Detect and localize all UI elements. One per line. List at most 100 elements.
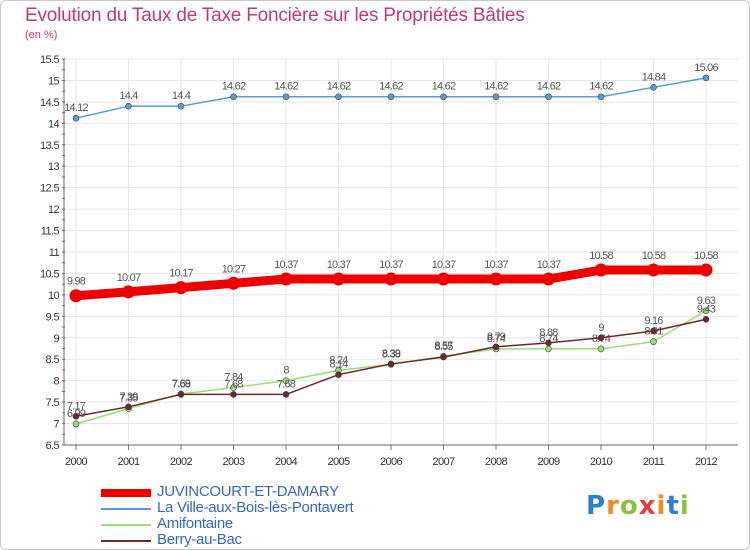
data-point	[72, 420, 80, 428]
y-tick-label: 15	[48, 75, 60, 87]
data-label: 14.62	[379, 81, 403, 93]
data-label: 10.27	[222, 263, 246, 275]
y-tick-label: 12	[48, 204, 60, 216]
y-tick-label: 7.5	[46, 397, 60, 409]
data-label: 10.37	[537, 259, 561, 271]
data-point	[174, 281, 188, 295]
data-point	[492, 343, 500, 351]
y-tick-label: 12.5	[40, 183, 59, 195]
data-point	[230, 93, 237, 101]
y-tick-label: 10	[48, 290, 60, 302]
data-label: 9.16	[644, 315, 663, 327]
data-point	[177, 102, 185, 110]
data-point	[440, 93, 447, 101]
data-point	[230, 384, 237, 391]
data-label: 15.06	[694, 62, 718, 74]
data-point	[702, 74, 710, 82]
data-point	[542, 272, 555, 286]
data-point	[282, 93, 290, 101]
logo-letter: P	[586, 491, 607, 521]
logo-letter: i	[679, 491, 690, 521]
data-label: 14.62	[537, 81, 561, 93]
data-label: 10.37	[379, 259, 403, 271]
data-label: 10.37	[274, 259, 298, 271]
x-tick-label: 2003	[222, 456, 245, 468]
data-label: 10.58	[694, 250, 718, 262]
data-label: 10.37	[327, 259, 351, 271]
y-tick-label: 9.5	[46, 311, 60, 323]
data-label: 10.07	[117, 272, 141, 284]
data-label: 9.63	[697, 295, 716, 307]
data-point	[545, 339, 552, 347]
chart-title: Evolution du Taux de Taxe Foncière sur l…	[25, 5, 525, 26]
data-point	[177, 391, 185, 398]
legend-label: JUVINCOURT-ET-DAMARY	[157, 483, 339, 500]
data-point	[279, 272, 293, 286]
data-point	[545, 93, 552, 101]
data-point	[72, 412, 80, 420]
x-tick-label: 2008	[485, 456, 508, 468]
data-label: 7.68	[172, 378, 191, 390]
data-point	[699, 263, 713, 277]
logo-letter: r	[606, 491, 620, 521]
legend-label: Berry-au-Bac	[157, 531, 242, 548]
x-tick-label: 2011	[643, 456, 665, 468]
data-point	[125, 403, 132, 411]
data-label: 10.37	[484, 259, 508, 271]
data-label: 10.17	[169, 268, 193, 280]
data-label: 9.98	[67, 276, 86, 288]
data-label: 14.84	[642, 71, 666, 83]
data-point	[492, 93, 500, 101]
data-label: 14.62	[327, 81, 351, 93]
data-point	[597, 334, 605, 342]
data-label: 10.58	[642, 250, 666, 262]
data-label: 9	[598, 322, 604, 334]
data-label: 7.17	[67, 400, 86, 412]
data-label: 7.68	[224, 378, 243, 390]
y-tick-label: 6.5	[46, 440, 60, 452]
data-label: 8.24	[329, 354, 348, 366]
data-point	[72, 114, 80, 122]
data-point	[387, 360, 395, 368]
x-tick-label: 2004	[275, 456, 298, 468]
data-label: 14.62	[484, 81, 508, 93]
y-tick-label: 15.5	[40, 54, 59, 66]
y-tick-label: 9	[53, 333, 59, 345]
data-label: 10.58	[589, 250, 613, 262]
proxiti-logo: Proxiti	[586, 491, 690, 521]
data-point	[597, 345, 605, 353]
data-label: 7.39	[119, 391, 138, 403]
data-label: 8.14	[329, 359, 348, 371]
y-tick-label: 13.5	[40, 140, 59, 152]
x-tick-label: 2005	[327, 456, 350, 468]
legend-swatch	[101, 524, 151, 526]
y-tick-label: 8	[53, 376, 59, 388]
data-point	[489, 272, 503, 286]
y-tick-label: 14.5	[40, 97, 59, 109]
y-tick-label: 10.5	[40, 268, 59, 280]
x-tick-label: 2006	[380, 456, 403, 468]
x-tick-label: 2009	[537, 456, 560, 468]
data-label: 14.62	[589, 81, 613, 93]
data-label: 8.88	[539, 327, 558, 339]
data-label: 7.68	[277, 378, 296, 390]
data-point	[650, 327, 657, 335]
y-tick-label: 14	[48, 118, 60, 130]
logo-letter: i	[656, 491, 667, 521]
data-point	[282, 377, 290, 384]
data-label: 8.74	[487, 333, 506, 345]
legend-label: La Ville-aux-Bois-lès-Pontavert	[157, 499, 354, 516]
x-tick-label: 2010	[590, 456, 613, 468]
y-unit-label: (en %)	[25, 29, 58, 41]
data-label: 14.12	[64, 102, 88, 114]
x-tick-label: 2001	[117, 456, 140, 468]
logo-letter: x	[638, 491, 657, 521]
data-point	[650, 84, 657, 91]
x-tick-label: 2007	[432, 456, 455, 468]
y-tick-label: 11	[49, 247, 60, 259]
data-point	[335, 371, 342, 378]
data-label: 14.4	[119, 90, 138, 102]
data-point	[440, 353, 447, 361]
data-point	[332, 272, 345, 286]
